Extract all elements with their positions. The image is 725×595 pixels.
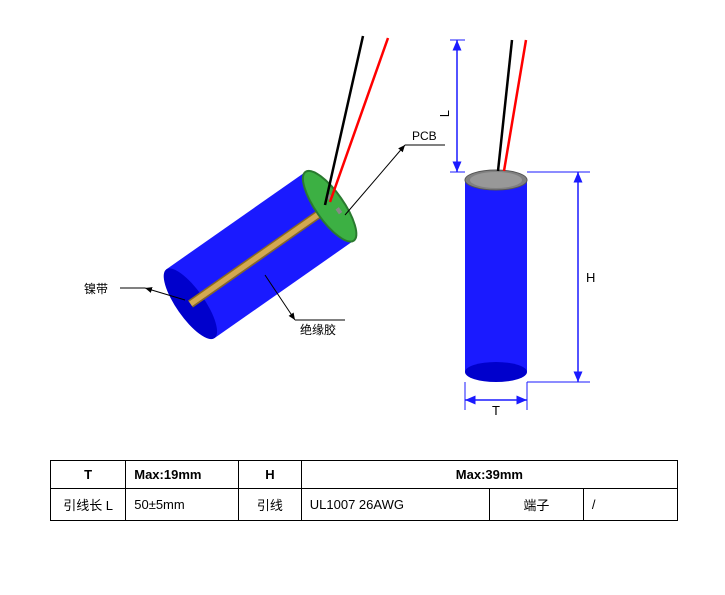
wire-red-iso: [330, 38, 388, 202]
side-battery: [465, 40, 527, 382]
technical-diagram: PCB 镍带 绝缘胶 H L T: [50, 0, 680, 430]
dim-h-label: H: [586, 270, 595, 285]
dim-t-label: T: [492, 403, 500, 418]
dim-l-label: L: [437, 110, 452, 117]
table-cell: 50±5mm: [126, 489, 239, 521]
tape-label: 镍带: [84, 282, 108, 296]
pcb-leader: [345, 145, 405, 215]
table-row: 引线长 L50±5mm引线UL1007 26AWG端子/: [51, 489, 678, 521]
table-cell: 引线长 L: [51, 489, 126, 521]
pcb-label: PCB: [412, 129, 437, 143]
wire-black-iso: [325, 36, 363, 205]
wire-black-side: [498, 40, 512, 171]
table-cell: 端子: [489, 489, 583, 521]
table-row: TMax:19mmHMax:39mm: [51, 461, 678, 489]
table-cell: Max:19mm: [126, 461, 239, 489]
table-cell: 引线: [239, 489, 302, 521]
table-cell: T: [51, 461, 126, 489]
insulation-label: 绝缘胶: [300, 322, 336, 337]
wire-red-side: [504, 40, 526, 171]
table-cell: UL1007 26AWG: [301, 489, 489, 521]
spec-table: TMax:19mmHMax:39mm引线长 L50±5mm引线UL1007 26…: [50, 460, 678, 521]
spec-table-container: TMax:19mmHMax:39mm引线长 L50±5mm引线UL1007 26…: [50, 460, 678, 521]
table-cell: H: [239, 461, 302, 489]
battery-drawing: PCB 镍带 绝缘胶 H L T: [50, 0, 680, 430]
table-cell: /: [583, 489, 677, 521]
iso-battery: [155, 36, 388, 346]
table-cell: Max:39mm: [301, 461, 677, 489]
